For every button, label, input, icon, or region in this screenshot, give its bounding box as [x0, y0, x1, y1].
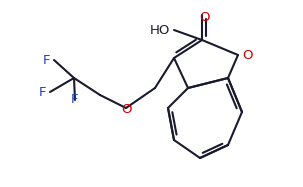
Text: F: F [71, 93, 79, 106]
Text: F: F [42, 53, 50, 67]
Text: HO: HO [150, 24, 170, 36]
Text: O: O [199, 10, 209, 24]
Text: O: O [121, 102, 131, 116]
Text: F: F [38, 85, 46, 99]
Text: O: O [242, 48, 252, 62]
